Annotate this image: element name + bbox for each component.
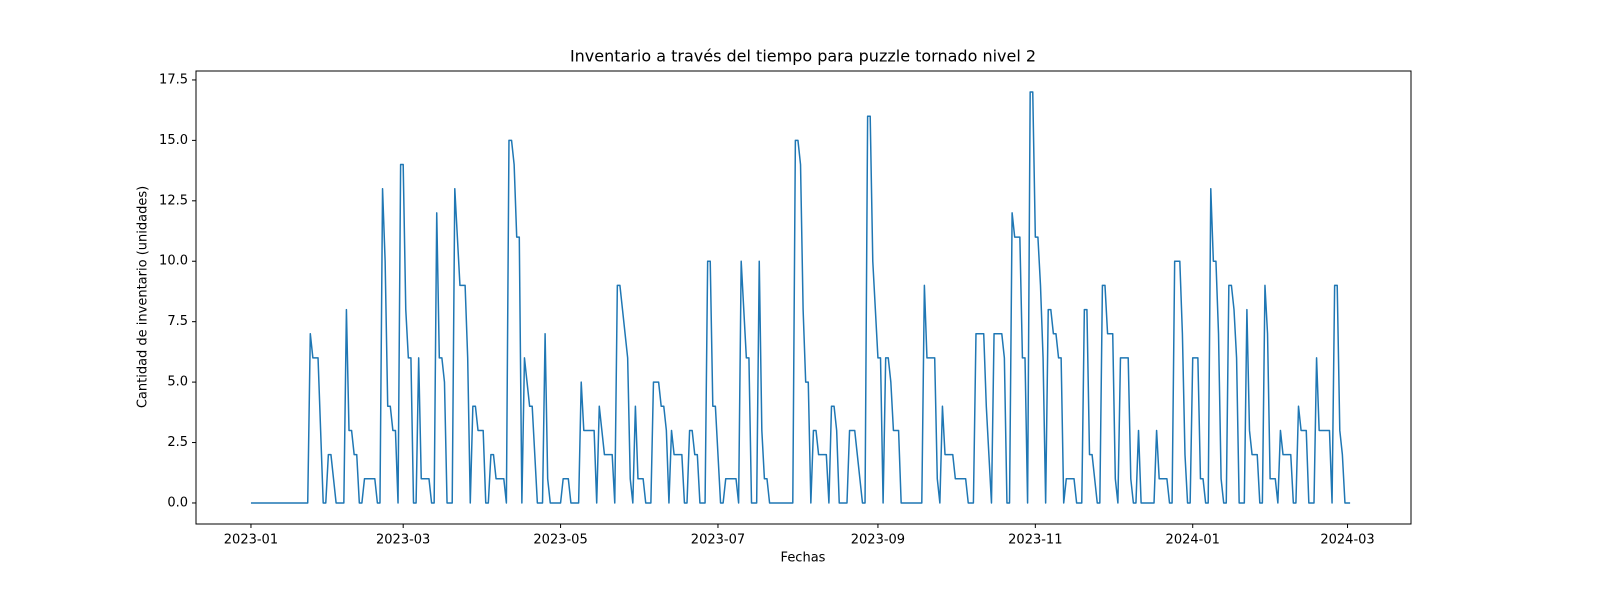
x-axis-label: Fechas [781,551,826,566]
y-axis-label: Cantidad de inventario (unidades) [136,186,151,408]
x-tick-label: 2023-09 [851,533,905,548]
x-tick-label: 2023-01 [224,533,278,548]
y-tick-label: 15.0 [159,133,188,148]
y-tick-label: 10.0 [159,254,188,269]
x-tick-label: 2024-01 [1166,533,1220,548]
x-tick-label: 2023-11 [1008,533,1062,548]
data-line [250,91,1351,504]
y-tick-label: 12.5 [159,193,188,208]
x-tick-label: 2023-05 [533,533,587,548]
y-tick-label: 0.0 [167,495,188,510]
plot-frame [195,70,1412,525]
y-tick-label: 2.5 [167,435,188,450]
y-tick-label: 5.0 [167,375,188,390]
y-tick-label: 17.5 [159,72,188,87]
y-tick-label: 7.5 [167,314,188,329]
x-tick-label: 2023-03 [376,533,430,548]
x-tick-label: 2024-03 [1320,533,1374,548]
x-tick-label: 2023-07 [691,533,745,548]
chart-title: Inventario a través del tiempo para puzz… [570,47,1036,66]
